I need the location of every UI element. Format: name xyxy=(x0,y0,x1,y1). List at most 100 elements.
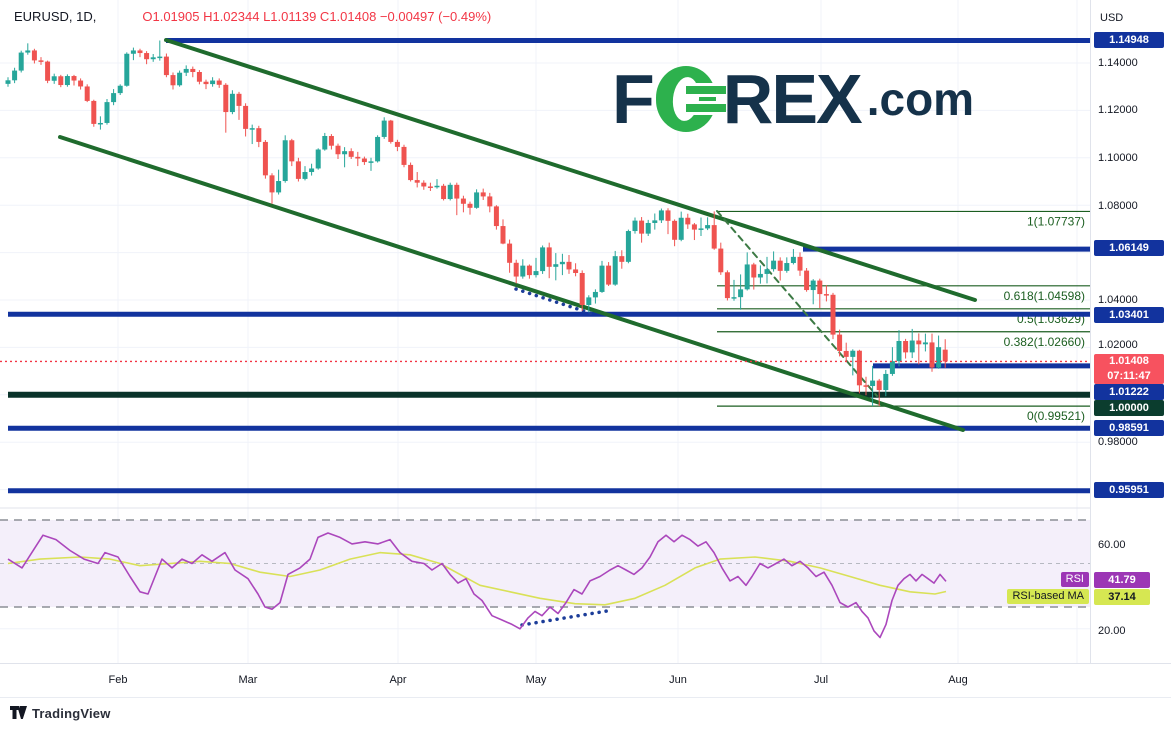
rsi-ma-indicator-label[interactable]: RSI-based MA xyxy=(1007,589,1089,604)
candle xyxy=(711,225,717,249)
candle xyxy=(170,75,176,86)
time-axis-month-label: Apr xyxy=(389,674,407,686)
candle xyxy=(625,231,631,262)
candle xyxy=(738,289,744,298)
candle xyxy=(328,135,334,146)
ohlc-values: O1.01905 H1.02344 L1.01139 C1.01408 −0.0… xyxy=(142,9,492,24)
candle xyxy=(375,136,381,162)
candle xyxy=(256,128,262,142)
candle xyxy=(606,265,612,285)
candle xyxy=(784,263,790,271)
candle xyxy=(889,361,895,374)
candle xyxy=(342,151,348,155)
trendline[interactable] xyxy=(58,135,965,432)
candle xyxy=(672,220,678,240)
candle xyxy=(236,93,242,106)
candle xyxy=(467,203,473,208)
candle xyxy=(764,269,770,274)
candle xyxy=(130,50,136,54)
candle xyxy=(586,297,592,305)
candle xyxy=(474,192,480,208)
candle xyxy=(493,206,499,227)
price-axis-label: 0.98000 xyxy=(1098,436,1138,448)
candle xyxy=(573,269,579,273)
candle xyxy=(71,76,77,81)
candle xyxy=(520,265,526,277)
candle xyxy=(916,340,922,345)
axis-currency-label: USD xyxy=(1100,12,1124,24)
candle xyxy=(18,52,24,71)
symbol-title[interactable]: EURUSD, 1D, xyxy=(14,9,97,24)
candle xyxy=(58,76,64,86)
dotted-divergence-line[interactable] xyxy=(514,287,595,316)
candle xyxy=(559,261,565,265)
candle xyxy=(804,270,810,291)
candle xyxy=(91,100,97,124)
candle xyxy=(685,217,691,225)
candle xyxy=(144,53,150,60)
candle xyxy=(203,81,209,85)
candle xyxy=(51,76,57,81)
candle xyxy=(388,120,394,142)
candle xyxy=(718,248,724,273)
candle xyxy=(104,102,110,123)
candle xyxy=(645,222,651,234)
candle xyxy=(599,265,605,292)
candle xyxy=(282,140,288,182)
time-axis-month-label: Jun xyxy=(669,674,687,686)
candle xyxy=(903,341,909,353)
candle xyxy=(243,105,249,129)
time-axis-month-label: Mar xyxy=(238,674,258,686)
candle xyxy=(117,85,123,94)
rsi-axis-label: 60.00 xyxy=(1098,539,1126,551)
price-level-badge: 1.03401 xyxy=(1094,307,1164,323)
candle xyxy=(480,192,486,197)
price-axis[interactable] xyxy=(1090,0,1171,663)
candle xyxy=(896,341,902,362)
price-axis-label: 1.04000 xyxy=(1098,294,1138,306)
price-axis-label: 1.08000 xyxy=(1098,200,1138,212)
candle xyxy=(394,141,400,147)
candle xyxy=(658,210,664,221)
watermark-text-rex: REX xyxy=(722,60,863,138)
candle xyxy=(843,350,849,357)
price-level-badge: 0.95951 xyxy=(1094,482,1164,498)
candle xyxy=(229,93,235,113)
candle xyxy=(454,184,460,199)
rsi-line xyxy=(7,532,947,639)
candle xyxy=(276,181,282,193)
fib-level-label: 0.618(1.04598) xyxy=(1004,289,1085,303)
candle xyxy=(38,60,44,62)
trendline[interactable] xyxy=(164,38,977,302)
rsi-indicator-label[interactable]: RSI xyxy=(1060,572,1089,587)
rsi-value-badge: 41.79 xyxy=(1094,572,1150,588)
candle xyxy=(850,350,856,357)
candle xyxy=(526,265,532,276)
candle xyxy=(592,291,598,298)
candle xyxy=(269,175,275,193)
time-axis[interactable]: Feb Mar Apr May Jun Jul Aug xyxy=(0,663,1171,698)
candle xyxy=(335,145,341,155)
candle xyxy=(566,261,572,270)
candle xyxy=(579,272,585,305)
tradingview-logo[interactable]: TradingView xyxy=(10,706,111,721)
candle xyxy=(771,260,777,270)
fib-level-label: 0.382(1.02660) xyxy=(1004,335,1085,349)
candle xyxy=(302,172,308,179)
candle xyxy=(751,264,757,278)
candle xyxy=(25,50,31,53)
dotted-divergence-line[interactable] xyxy=(520,609,609,627)
trendline[interactable] xyxy=(716,210,878,397)
candle xyxy=(295,161,301,179)
candle xyxy=(639,220,645,234)
candle xyxy=(790,256,796,264)
candle xyxy=(45,61,51,81)
candle xyxy=(540,247,546,272)
candle xyxy=(500,226,506,244)
candle xyxy=(678,217,684,240)
candle xyxy=(652,220,658,223)
bar-countdown: 07:11:47 xyxy=(1107,370,1151,382)
candle xyxy=(414,180,420,183)
candle xyxy=(97,122,103,125)
